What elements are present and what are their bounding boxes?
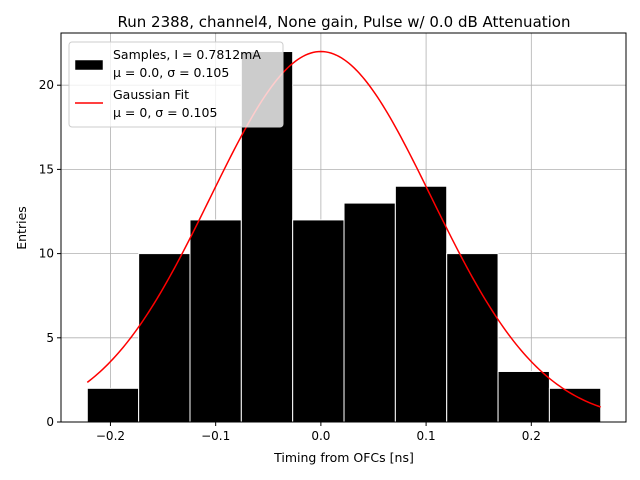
legend-samples-swatch xyxy=(74,59,104,71)
x-tick-label: 0.1 xyxy=(417,429,436,443)
x-axis-ticks: −0.2 −0.1 0.0 0.1 0.2 xyxy=(96,422,541,443)
legend-fit-label: Gaussian Fit xyxy=(113,87,189,102)
y-tick-label: 0 xyxy=(46,415,54,429)
histogram-bar xyxy=(343,202,396,423)
y-tick-label: 20 xyxy=(39,78,54,92)
y-axis-label: Entries xyxy=(14,206,29,250)
histogram-bar xyxy=(394,185,448,423)
legend-samples-label: Samples, I = 0.7812mA xyxy=(113,47,261,62)
legend-fit-stats: μ = 0, σ = 0.105 xyxy=(113,105,217,120)
y-tick-label: 15 xyxy=(39,162,54,176)
y-axis-ticks: 0 5 10 15 20 xyxy=(39,78,61,429)
x-tick-label: −0.1 xyxy=(201,429,230,443)
y-tick-label: 5 xyxy=(46,331,54,345)
chart-title: Run 2388, channel4, None gain, Pulse w/ … xyxy=(118,13,571,31)
x-axis-label: Timing from OFCs [ns] xyxy=(273,450,414,465)
x-tick-label: 0.2 xyxy=(522,429,541,443)
histogram-bar xyxy=(189,219,242,423)
x-tick-label: −0.2 xyxy=(96,429,125,443)
plot-frame xyxy=(60,32,627,423)
legend: Samples, I = 0.7812mA μ = 0.0, σ = 0.105… xyxy=(68,41,284,128)
legend-box xyxy=(68,41,284,128)
histogram-bar xyxy=(138,253,191,423)
gaussian-fit-line xyxy=(86,50,601,408)
legend-samples-stats: μ = 0.0, σ = 0.105 xyxy=(113,65,229,80)
histogram-bar xyxy=(497,370,550,423)
histogram-bar xyxy=(86,387,140,423)
histogram-bar xyxy=(446,253,499,423)
y-tick-label: 10 xyxy=(39,247,54,261)
histogram-bar xyxy=(292,219,345,423)
histogram-bar xyxy=(548,387,602,423)
x-tick-label: 0.0 xyxy=(311,429,330,443)
